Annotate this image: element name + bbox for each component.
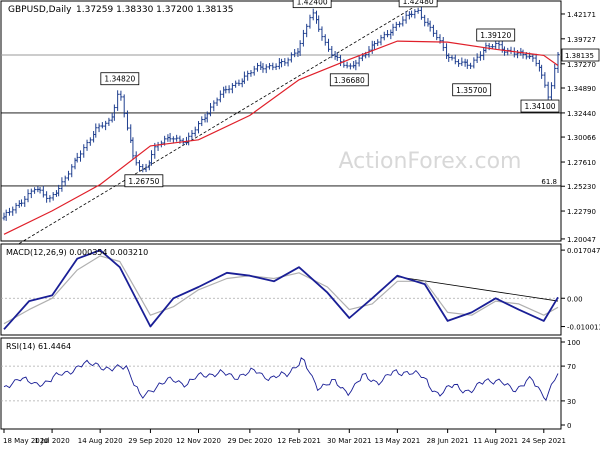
price-trendlines (19, 4, 419, 244)
price-tick-label: 1.32440 (567, 110, 596, 118)
rsi-tick-label: 70 (567, 363, 576, 371)
rsi-tick-label: 0 (567, 422, 571, 430)
price-annotation-label: 1.36680 (334, 76, 365, 85)
macd-panel: MACD(12,26,9) 0.000354 0.003210 (0, 243, 562, 336)
date-tick-label: 24 Sep 2021 (522, 437, 566, 445)
price-tick-label: 1.25230 (567, 183, 596, 191)
macd-tick-label: 0.017047 (567, 247, 600, 255)
price-annotation-box (292, 0, 332, 9)
price-tick-label: 1.30066 (567, 134, 596, 142)
price-title: GBPUSD,Daily (8, 5, 72, 15)
price-annotation-label: 1.34820 (104, 75, 135, 84)
price-annotation-label: 1.26750 (128, 177, 159, 186)
price-annotation-label: 1.35700 (456, 86, 487, 95)
date-tick-label: 28 Jun 2021 (427, 437, 469, 445)
rsi-tick-label: 100 (567, 339, 580, 347)
macd-tick-label: -0.010013 (567, 324, 600, 332)
rsi-panel: RSI(14) 61.4464 (0, 337, 562, 430)
price-tick-label: 1.42171 (567, 11, 596, 19)
price-tick-label: 1.37270 (567, 61, 596, 69)
date-tick-label: 18 May 2020 (3, 437, 49, 445)
price-annotation-box (398, 0, 438, 8)
macd-tick-label: 0.00 (567, 295, 583, 303)
price-annotation-box (476, 28, 516, 42)
date-tick-label: 29 Sep 2020 (128, 437, 172, 445)
last-price-label: 1.38135 (565, 52, 594, 60)
macd-lines (3, 249, 559, 330)
date-tick-label: 13 May 2021 (375, 437, 421, 445)
last-price-box (561, 48, 600, 62)
rsi-tick-label: 30 (567, 398, 576, 406)
date-tick-label: 12 Feb 2021 (277, 437, 321, 445)
price-annotation-box (124, 174, 164, 188)
date-tick-label: 12 Nov 2020 (176, 437, 221, 445)
price-axis: 1.42171 1.39727 1.37270 1.34890 1.32440 1.300… (561, 11, 600, 244)
price-tick-label: 1.20047 (567, 236, 596, 244)
price-tick-label: 1.34890 (567, 85, 596, 93)
date-tick-label: 14 Aug 2020 (78, 437, 123, 445)
macd-title: MACD(12,26,9) 0.000354 0.003210 (6, 248, 148, 257)
signal-line (3, 255, 559, 325)
rsi-line (3, 357, 559, 401)
price-candles (2, 6, 560, 221)
date-tick-label: 1 Jul 2020 (34, 437, 69, 445)
rsi-title: RSI(14) 61.4464 (6, 342, 71, 351)
price-tick-label: 1.39727 (567, 36, 596, 44)
price-tick-label: 1.27610 (567, 159, 596, 167)
macd-line (3, 249, 559, 330)
date-tick-label: 11 Aug 2021 (473, 437, 518, 445)
rsi-lines (3, 357, 559, 401)
price-annotation-label: 1.39120 (480, 31, 511, 40)
price-ohlc: 1.37259 1.38330 1.37200 1.38135 (76, 5, 233, 15)
fib-level-label: 61.8 (541, 178, 557, 186)
price-tick-label: 1.22790 (567, 208, 596, 216)
rsi-grid (1, 365, 561, 402)
price-annotation-box (329, 73, 369, 87)
date-tick-label: 29 Dec 2020 (227, 437, 272, 445)
price-annotation-label: 1.42480 (403, 0, 434, 6)
price-annotation-box (520, 99, 560, 113)
moving-average-line (3, 40, 559, 235)
moving-average (3, 40, 559, 235)
price-annotation-label: 1.42400 (297, 0, 328, 7)
date-tick-label: 30 Mar 2021 (327, 437, 371, 445)
price-annotation-box (452, 83, 492, 97)
price-annotation-box (100, 72, 140, 86)
price-annotation-label: 1.34100 (524, 102, 555, 111)
macd-axis: 0.017047 0.00 -0.010013 (561, 247, 600, 332)
price-annotations: 1.34820 1.26750 1.42400 1.36680 1.42480 1.357… (100, 0, 560, 188)
price-panel: ActionForex.com 38.261.8 1.348201.267501… (0, 0, 562, 244)
price-watermark: ActionForex.com (339, 149, 522, 174)
support-trendline (19, 4, 419, 244)
rsi-axis: 100 70 30 0 (561, 339, 580, 430)
